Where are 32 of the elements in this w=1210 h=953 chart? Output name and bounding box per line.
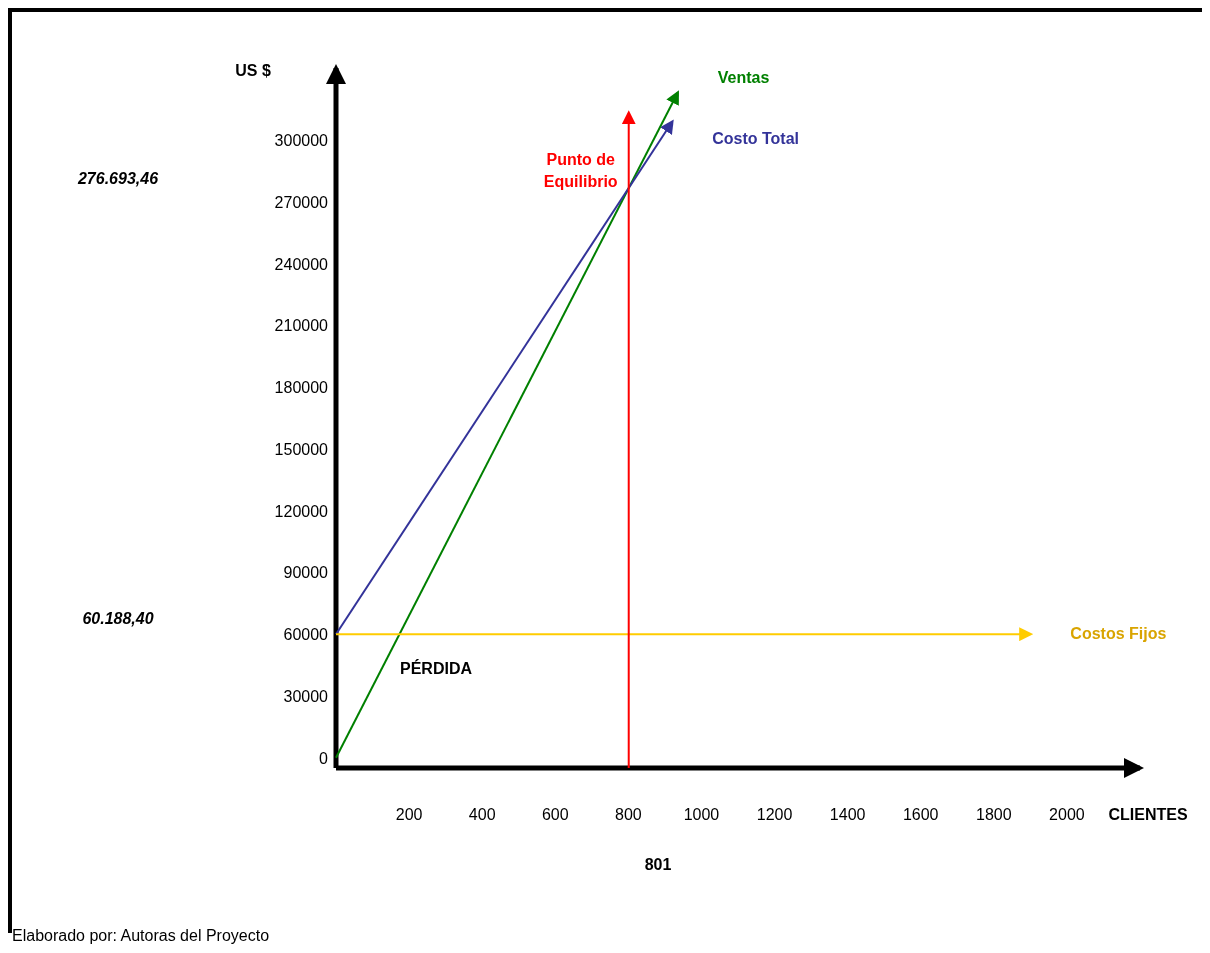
y-tick-label: 120000	[274, 502, 329, 520]
x-tick-label: 400	[468, 806, 496, 823]
text: Ventas	[717, 68, 770, 86]
text: Costos Fijos	[1070, 625, 1167, 643]
y-tick-label: 210000	[274, 317, 329, 335]
x-tick-label: 800	[615, 806, 642, 823]
y-tick-label: 60000	[283, 626, 329, 644]
text: Elaborado por: Autoras del Proyecto	[12, 927, 270, 944]
text: 276.693,46	[76, 170, 159, 187]
y-axis-title: US $	[235, 62, 271, 79]
y-tick-label: 30000	[283, 687, 329, 705]
y-tick-label: 270000	[274, 193, 329, 211]
x-tick-label: 1200	[756, 806, 793, 823]
text: 60.188,40	[82, 610, 154, 627]
x-tick-label: 1400	[829, 806, 866, 823]
y-tick-label: 180000	[274, 379, 329, 397]
y-tick-label: 0	[319, 749, 329, 767]
x-tick-label: 1800	[976, 806, 1012, 823]
y-tick-label: 150000	[274, 440, 329, 458]
x-tick-label: 600	[541, 806, 569, 823]
x-tick-label: 1000	[683, 806, 720, 823]
text: 801	[644, 856, 672, 873]
y-tick-label: 300000	[274, 132, 329, 150]
x-tick-label: 2000	[1049, 806, 1085, 823]
y-tick-label: 240000	[274, 255, 329, 273]
x-axis-title: CLIENTES	[1108, 806, 1188, 823]
y-tick-label: 90000	[283, 564, 329, 582]
annotation: PÉRDIDA	[399, 659, 473, 677]
x-tick-label: 200	[395, 806, 423, 823]
ref-line-label: Punto de Equilibrio	[543, 151, 618, 190]
text: Costo Total	[712, 129, 800, 147]
x-tick-label: 1600	[902, 806, 939, 823]
